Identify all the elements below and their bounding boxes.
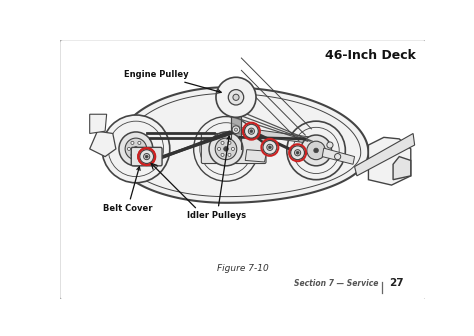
Text: Figure 7-10: Figure 7-10 <box>217 264 269 273</box>
Circle shape <box>145 155 148 158</box>
Circle shape <box>215 138 237 160</box>
Circle shape <box>200 123 252 175</box>
Circle shape <box>144 154 150 160</box>
Circle shape <box>293 127 339 173</box>
Text: Belt Cover: Belt Cover <box>103 167 152 213</box>
Circle shape <box>228 153 231 157</box>
Text: Section 7 — Service: Section 7 — Service <box>294 279 378 288</box>
Circle shape <box>296 151 299 154</box>
Polygon shape <box>90 114 107 133</box>
Circle shape <box>228 141 231 144</box>
Circle shape <box>301 135 331 166</box>
Polygon shape <box>114 87 368 203</box>
FancyBboxPatch shape <box>201 133 266 164</box>
Circle shape <box>194 117 258 181</box>
Circle shape <box>102 115 170 183</box>
Polygon shape <box>90 131 116 157</box>
Polygon shape <box>355 133 415 176</box>
Circle shape <box>314 148 319 153</box>
Circle shape <box>294 150 301 156</box>
Polygon shape <box>237 127 324 145</box>
Circle shape <box>307 141 325 160</box>
Circle shape <box>221 153 224 157</box>
Circle shape <box>128 148 130 151</box>
Circle shape <box>335 154 341 160</box>
Circle shape <box>291 146 304 160</box>
Circle shape <box>108 121 164 177</box>
Circle shape <box>231 148 235 151</box>
Circle shape <box>287 121 346 180</box>
Circle shape <box>209 132 243 166</box>
Circle shape <box>138 141 141 144</box>
Circle shape <box>268 146 272 149</box>
Circle shape <box>119 132 153 166</box>
Circle shape <box>221 141 224 144</box>
Text: 27: 27 <box>390 278 404 288</box>
Circle shape <box>235 128 237 131</box>
Polygon shape <box>322 148 355 164</box>
Circle shape <box>248 128 255 134</box>
Circle shape <box>263 140 277 154</box>
FancyBboxPatch shape <box>131 148 162 166</box>
Circle shape <box>216 77 256 117</box>
Circle shape <box>138 153 141 157</box>
Circle shape <box>232 126 240 133</box>
Circle shape <box>218 148 220 151</box>
Circle shape <box>327 142 333 148</box>
Circle shape <box>267 144 273 151</box>
Circle shape <box>141 148 145 151</box>
Circle shape <box>245 124 258 138</box>
Text: Engine Pulley: Engine Pulley <box>124 70 221 93</box>
Polygon shape <box>122 93 361 197</box>
Circle shape <box>131 141 134 144</box>
Polygon shape <box>245 150 267 162</box>
Circle shape <box>134 146 138 151</box>
Text: Idler Pulleys: Idler Pulleys <box>188 136 246 220</box>
Circle shape <box>125 138 146 160</box>
FancyBboxPatch shape <box>60 40 426 300</box>
Circle shape <box>228 90 244 105</box>
Circle shape <box>131 153 134 157</box>
Circle shape <box>233 94 239 100</box>
Polygon shape <box>393 157 411 180</box>
Circle shape <box>140 150 154 164</box>
Circle shape <box>250 130 253 133</box>
Polygon shape <box>368 137 411 185</box>
Circle shape <box>224 146 228 151</box>
Text: 46-Inch Deck: 46-Inch Deck <box>325 49 416 62</box>
